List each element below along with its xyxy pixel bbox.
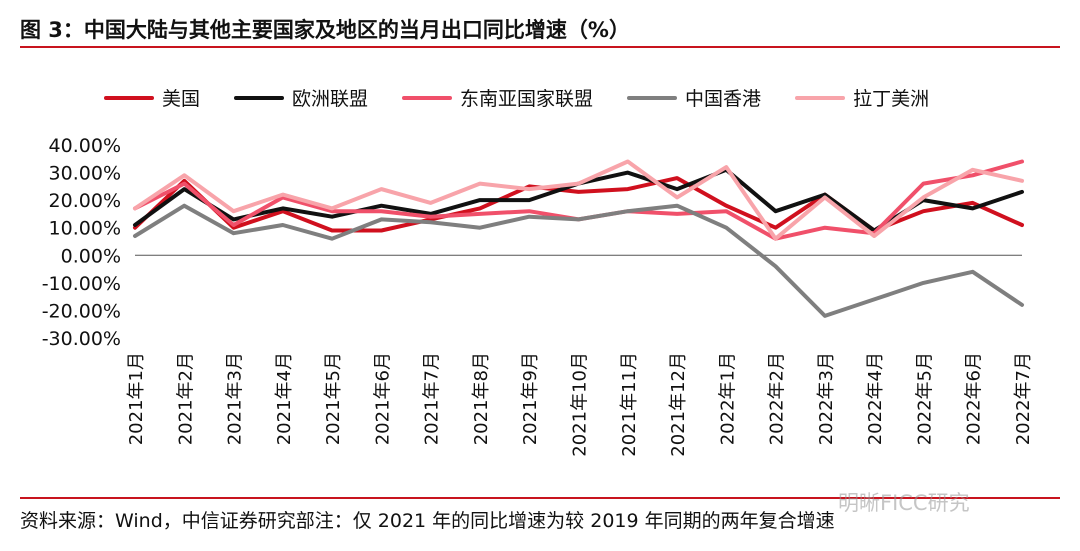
x-tick-label: 2021年12月 (668, 352, 689, 457)
legend-label: 东南亚国家联盟 (460, 88, 594, 110)
x-tick-label: 2021年7月 (422, 352, 443, 445)
y-tick-label: -30.00% (42, 328, 121, 350)
legend-item: 美国 (104, 84, 200, 111)
series-line (133, 159, 1024, 241)
x-tick-label: 2022年7月 (1013, 352, 1034, 445)
x-tick-label: 2021年9月 (520, 352, 541, 445)
y-tick-label: -20.00% (42, 300, 121, 322)
series-line (133, 203, 1024, 318)
watermark: 明晰FICC研究 (838, 491, 970, 515)
legend-item: 东南亚国家联盟 (402, 84, 593, 111)
chart-title: 图 3：中国大陆与其他主要国家及地区的当月出口同比增速（%） (20, 18, 630, 42)
legend-swatch (234, 95, 285, 100)
line-chart: 40.00% 30.00% 20.00% 10.00% 0.00% -10.00% -20.… (42, 135, 1034, 457)
footer-divider (20, 497, 1060, 499)
legend-label: 中国香港 (685, 88, 762, 110)
x-tick-label: 2021年5月 (323, 352, 344, 445)
x-tick-label: 2022年1月 (717, 352, 738, 445)
y-tick-label: 40.00% (49, 135, 121, 157)
x-tick-label: 2021年6月 (372, 352, 393, 445)
x-tick-label: 2021年11月 (619, 352, 640, 457)
legend-swatch (795, 95, 846, 100)
x-tick-label: 2022年2月 (767, 352, 788, 445)
legend-label: 欧洲联盟 (292, 88, 369, 110)
title-divider (20, 46, 1060, 48)
x-tick-label: 2021年2月 (175, 352, 196, 445)
x-tick-label: 2021年4月 (274, 352, 295, 445)
y-tick-label: 20.00% (49, 190, 121, 212)
legend-item: 拉丁美洲 (795, 84, 929, 111)
legend-label: 拉丁美洲 (853, 88, 930, 110)
legend-swatch (104, 95, 154, 100)
x-tick-label: 2021年3月 (225, 352, 246, 445)
legend-item: 欧洲联盟 (234, 84, 368, 111)
x-tick-label: 2022年6月 (964, 352, 985, 445)
x-tick-label: 2021年8月 (471, 352, 492, 445)
x-tick-label: 2022年4月 (865, 352, 886, 445)
legend: 美国 欧洲联盟 东南亚国家联盟 中国香港 拉丁美洲 (104, 84, 963, 111)
x-tick-label: 2021年10月 (570, 352, 591, 457)
x-tick-label: 2022年3月 (816, 352, 837, 445)
y-tick-label: 0.00% (61, 245, 121, 267)
legend-item: 中国香港 (627, 84, 761, 111)
y-tick-label: 30.00% (49, 163, 121, 185)
legend-swatch (402, 95, 453, 100)
x-tick-label: 2022年5月 (914, 352, 935, 445)
y-tick-label: 10.00% (49, 218, 121, 240)
legend-label: 美国 (162, 88, 201, 110)
y-tick-label: -10.00% (42, 273, 121, 295)
x-tick-label: 2021年1月 (126, 352, 147, 445)
legend-swatch (627, 95, 678, 100)
source-note: 资料来源：Wind，中信证券研究部注：仅 2021 年的同比增速为较 2019 … (20, 510, 835, 532)
